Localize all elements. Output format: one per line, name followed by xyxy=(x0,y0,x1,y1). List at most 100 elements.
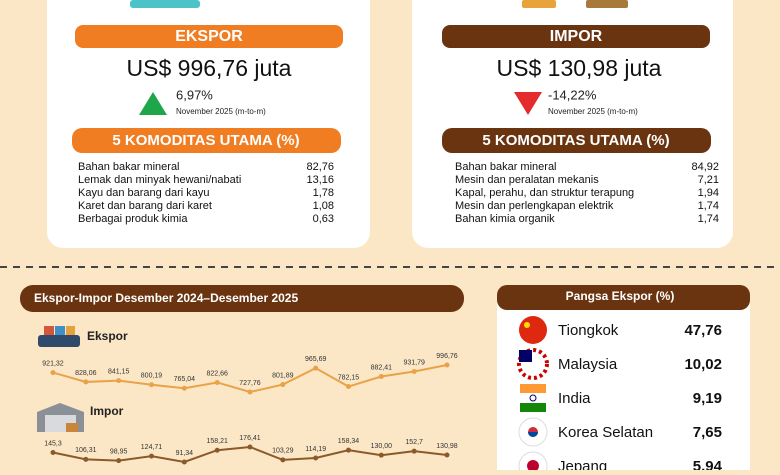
point xyxy=(313,365,319,371)
ship-icon xyxy=(38,326,80,347)
import-period: November 2025 (m-to-m) xyxy=(548,107,638,116)
point xyxy=(116,458,122,464)
icon xyxy=(522,0,556,8)
point xyxy=(346,447,351,453)
commodity-name: Bahan bakar mineral xyxy=(78,161,180,173)
point xyxy=(214,379,220,385)
commodity-share: 1,78 xyxy=(313,187,334,199)
import-commodities-title: 5 KOMODITAS UTAMA (%) xyxy=(482,132,669,149)
icon xyxy=(130,0,200,8)
country-name: Korea Selatan xyxy=(558,424,653,441)
export-title: EKSPOR xyxy=(175,28,243,45)
commodity-share: 1,74 xyxy=(698,213,719,225)
export-value: US$ 996,76 juta xyxy=(127,55,292,81)
point xyxy=(247,389,253,395)
point xyxy=(181,459,187,465)
import-commodity-list: Bahan bakar mineral 84,92 Mesin dan perala… xyxy=(455,161,719,225)
country-name: Malaysia xyxy=(558,356,618,373)
commodity-name: Kapal, perahu, dan struktur terapung xyxy=(455,187,634,199)
commodity-share: 84,92 xyxy=(691,161,719,173)
warehouse-icon xyxy=(37,403,84,432)
point xyxy=(181,385,187,391)
value-label: 727,76 xyxy=(239,380,261,387)
point xyxy=(116,378,122,384)
commodity-name: Mesin dan peralatan mekanis xyxy=(455,174,599,186)
value-label: 114,19 xyxy=(305,446,326,453)
value-label: 152,7 xyxy=(405,439,423,446)
point xyxy=(149,453,154,459)
point xyxy=(83,379,89,385)
share-title: Pangsa Ekspor (%) xyxy=(566,289,675,303)
point xyxy=(411,369,417,375)
value-label: 801,89 xyxy=(272,372,294,379)
point xyxy=(149,382,154,388)
value-label: 124,71 xyxy=(141,444,163,451)
flags xyxy=(517,316,549,475)
line-chart: 921,32 828,06 841,15 800,19 765,04 822,66 727,… xyxy=(42,353,458,465)
import-subheader xyxy=(442,128,711,153)
point xyxy=(247,444,253,450)
country-name: Tiongkok xyxy=(558,322,619,339)
country-name: Jepang xyxy=(558,458,607,470)
export-commodities-title: 5 KOMODITAS UTAMA (%) xyxy=(112,132,299,149)
value-label: 176,41 xyxy=(239,435,261,442)
value-label: 828,06 xyxy=(75,370,97,377)
value-label: 800,19 xyxy=(141,373,163,380)
commodity-name: Lemak dan minyak hewani/nabati xyxy=(78,174,241,186)
point xyxy=(83,456,89,462)
value-label: 103,29 xyxy=(272,448,294,455)
value-label: 765,04 xyxy=(174,376,196,383)
value-label: 130,98 xyxy=(436,443,458,450)
export-header xyxy=(75,25,343,48)
import-value: US$ 130,98 juta xyxy=(497,55,662,81)
country-share: 7,65 xyxy=(693,424,722,441)
commodity-share: 7,21 xyxy=(698,174,719,186)
series-label: Ekspor xyxy=(87,329,128,343)
value-label: 782,15 xyxy=(338,374,360,381)
icon xyxy=(586,0,628,8)
commodity-name: Kayu dan barang dari kayu xyxy=(78,187,209,199)
point xyxy=(280,457,286,463)
chart-title: Ekspor-Impor Desember 2024–Desember 2025 xyxy=(34,291,298,305)
value-label: 882,41 xyxy=(371,364,393,371)
country-share: 10,02 xyxy=(684,356,722,373)
export-period: November 2025 (m-to-m) xyxy=(176,107,266,116)
commodity-share: 1,08 xyxy=(313,200,334,212)
import-change: -14,22% xyxy=(548,87,597,102)
share-header xyxy=(497,285,750,310)
commodity-name: Karet dan barang dari karet xyxy=(78,200,212,212)
commodity-name: Bahan kimia organik xyxy=(455,213,555,225)
commodity-share: 0,63 xyxy=(313,213,334,225)
series-label: Impor xyxy=(90,404,124,418)
country-name: India xyxy=(558,390,591,407)
value-label: 931,79 xyxy=(403,359,425,366)
value-label: 921,32 xyxy=(42,360,64,367)
up-arrow xyxy=(139,92,167,115)
commodity-name: Berbagai produk kimia xyxy=(78,213,188,225)
point xyxy=(444,362,450,368)
import-card xyxy=(412,0,733,248)
value-label: 822,66 xyxy=(206,370,228,377)
value-label: 965,69 xyxy=(305,356,327,363)
point xyxy=(313,455,319,461)
down-arrow xyxy=(514,92,542,115)
point xyxy=(411,448,417,454)
commodity-name: Bahan bakar mineral xyxy=(455,161,557,173)
value-label: 996,76 xyxy=(436,353,458,360)
value-label: 145,3 xyxy=(44,440,62,447)
import-title: IMPOR xyxy=(550,28,603,45)
point xyxy=(378,373,384,379)
commodity-share: 13,16 xyxy=(306,174,334,186)
value-label: 91,34 xyxy=(176,450,194,457)
point xyxy=(378,452,384,458)
point xyxy=(346,384,351,390)
point xyxy=(214,447,220,453)
value-label: 130,00 xyxy=(371,443,393,450)
chart-title-bar xyxy=(20,285,464,312)
export-change: 6,97% xyxy=(176,87,213,102)
value-label: 158,21 xyxy=(206,438,228,445)
value-label: 158,34 xyxy=(338,438,360,445)
commodity-share: 82,76 xyxy=(306,161,334,173)
